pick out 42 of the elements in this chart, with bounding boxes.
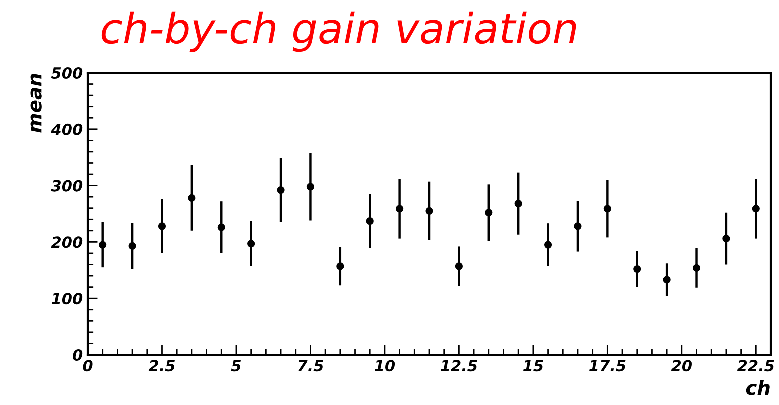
point [604, 205, 612, 213]
point [485, 209, 493, 217]
point [128, 242, 136, 250]
y-tick-label: 100 [52, 293, 83, 305]
point [722, 235, 730, 243]
point [188, 194, 196, 202]
point [752, 205, 760, 213]
point [574, 222, 582, 230]
point [248, 240, 256, 248]
point [634, 265, 642, 274]
point [396, 205, 404, 213]
chart-title: ch-by-ch gain variation [102, 12, 576, 52]
y-tick-label: 200 [51, 236, 83, 248]
x-tick-label: 10 [374, 360, 396, 372]
point [99, 241, 107, 249]
x-tick-label: 12.5 [441, 360, 478, 372]
y-axis-title: mean [30, 74, 42, 133]
point [692, 264, 701, 272]
point [277, 186, 285, 194]
point [336, 262, 344, 270]
point [426, 207, 434, 215]
x-tick-label: 2.5 [148, 360, 175, 372]
x-axis-title: ch [746, 380, 770, 396]
y-tick-label: 400 [51, 124, 83, 136]
point [158, 222, 166, 230]
y-tick-label: 500 [51, 67, 83, 80]
x-tick-label: 0 [83, 360, 93, 372]
y-tick-label: 300 [51, 180, 83, 192]
point [455, 262, 463, 270]
point [366, 218, 374, 226]
point [306, 183, 315, 191]
x-tick-label: 17.5 [589, 360, 626, 372]
x-tick-label: 5 [231, 360, 242, 372]
x-tick-label: 7.5 [298, 360, 324, 372]
x-tick-label: 15 [523, 360, 544, 372]
x-tick-label: 22.5 [737, 360, 774, 372]
y-tick-label: 0 [73, 349, 83, 362]
point [514, 200, 522, 208]
point [663, 276, 671, 284]
x-tick-label: 20 [671, 360, 692, 372]
point [218, 224, 226, 232]
point [544, 241, 552, 249]
